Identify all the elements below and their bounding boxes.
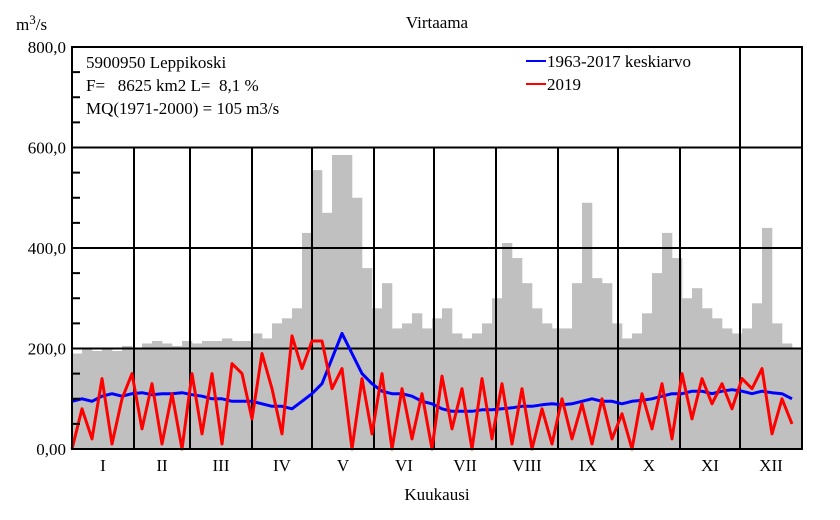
- range-bar: [332, 155, 343, 449]
- range-bar: [502, 242, 513, 449]
- range-bar: [302, 232, 313, 449]
- y-tick-label: 800,0: [28, 38, 66, 57]
- range-bar: [402, 323, 413, 449]
- range-bar: [522, 283, 533, 449]
- range-bar: [492, 298, 503, 449]
- range-bar: [792, 348, 803, 449]
- info-station: 5900950 Leppikoski: [86, 53, 227, 72]
- range-bar: [532, 308, 543, 449]
- month-label: IX: [579, 456, 597, 475]
- month-label: V: [337, 456, 350, 475]
- range-bar: [652, 273, 663, 449]
- month-label: VII: [453, 456, 477, 475]
- range-bar: [712, 318, 723, 449]
- range-bar: [482, 323, 493, 449]
- range-bar: [392, 328, 403, 449]
- range-bar: [342, 155, 353, 449]
- range-bar: [592, 278, 603, 449]
- range-bar: [622, 338, 633, 449]
- range-bar: [742, 328, 753, 449]
- range-bar: [472, 333, 483, 449]
- y-tick-label: 600,0: [28, 139, 66, 158]
- range-bar: [702, 308, 713, 449]
- range-bar: [372, 308, 383, 449]
- info-area: F= 8625 km2 L= 8,1 %: [86, 76, 259, 95]
- range-bar: [452, 333, 463, 449]
- range-bar: [642, 313, 653, 449]
- legend: 1963-2017 keskiarvo 2019: [526, 52, 691, 94]
- month-label: VI: [395, 456, 413, 475]
- range-bar: [772, 323, 783, 449]
- range-bar: [142, 343, 153, 449]
- range-bar: [462, 338, 473, 449]
- legend-label-average: 1963-2017 keskiarvo: [547, 52, 691, 71]
- range-bar: [102, 348, 113, 449]
- y-tick-label: 400,0: [28, 239, 66, 258]
- y-axis-ticks: 800,0 600,0 400,0 200,0 0,00: [28, 38, 80, 459]
- range-bar: [232, 340, 243, 449]
- month-label: III: [213, 456, 230, 475]
- range-bar: [362, 268, 373, 449]
- range-bar: [322, 212, 333, 449]
- legend-label-2019: 2019: [547, 75, 581, 94]
- range-bar: [112, 351, 123, 449]
- range-bar: [672, 258, 683, 449]
- range-bar: [412, 313, 423, 449]
- info-mean-flow: MQ(1971-2000) = 105 m3/s: [86, 99, 279, 118]
- range-bar: [172, 345, 183, 449]
- month-label: XI: [701, 456, 719, 475]
- range-bar: [582, 202, 593, 449]
- month-label: XII: [759, 456, 783, 475]
- range-bar: [762, 227, 773, 449]
- range-bar: [162, 343, 173, 449]
- y-axis-label: m3/s: [16, 12, 47, 34]
- range-bar: [632, 333, 643, 449]
- range-bar: [662, 232, 673, 449]
- range-bar: [512, 258, 523, 449]
- y-tick-label: 0,00: [36, 440, 66, 459]
- range-bar: [212, 340, 223, 449]
- month-label: VIII: [512, 456, 542, 475]
- range-bar: [562, 328, 573, 449]
- range-bar: [352, 197, 363, 449]
- x-axis-labels: I II III IV V VI VII VIII IX X XI XII: [100, 456, 783, 475]
- month-label: II: [156, 456, 168, 475]
- range-bar: [722, 328, 733, 449]
- range-bar: [682, 298, 693, 449]
- range-bar: [602, 283, 613, 449]
- range-bar: [442, 308, 453, 449]
- range-bar: [432, 318, 443, 449]
- range-bar: [382, 283, 393, 449]
- y-tick-label: 200,0: [28, 340, 66, 359]
- range-bar: [262, 338, 273, 449]
- range-bar: [312, 170, 323, 450]
- month-label: I: [100, 456, 106, 475]
- chart-title: Virtaama: [406, 13, 469, 32]
- month-label: IV: [273, 456, 292, 475]
- range-bar: [122, 345, 133, 449]
- range-bar: [422, 328, 433, 449]
- range-bar: [542, 323, 553, 449]
- range-bar: [692, 288, 703, 449]
- range-bar: [572, 283, 583, 449]
- range-bar: [272, 323, 283, 449]
- range-bar: [292, 308, 303, 449]
- x-axis-label: Kuukausi: [404, 485, 469, 504]
- grid-lines: [72, 47, 802, 449]
- month-label: X: [643, 456, 655, 475]
- series-line-1963-2017-keskiarvo: [71, 331, 793, 413]
